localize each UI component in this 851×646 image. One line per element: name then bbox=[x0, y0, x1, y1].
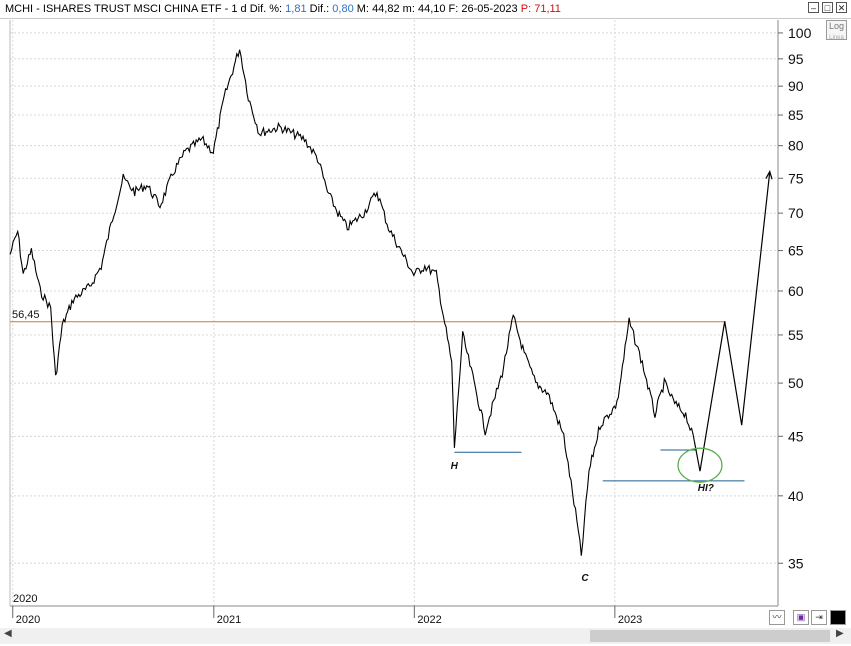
close-icon[interactable]: ✕ bbox=[836, 2, 847, 13]
minimize-icon[interactable]: – bbox=[808, 2, 819, 13]
y-tick-label: 45 bbox=[788, 428, 804, 444]
dif-value: 0,80 bbox=[332, 3, 354, 15]
x-tick-label: 2023 bbox=[618, 614, 642, 626]
x-tick-label: 2022 bbox=[417, 614, 441, 626]
projection-path bbox=[693, 170, 773, 472]
export-icon[interactable]: ⇥ bbox=[811, 610, 827, 625]
symbol-name: MCHI - ISHARES TRUST MSCI CHINA ETF - bbox=[5, 3, 229, 15]
y-tick-label: 70 bbox=[788, 205, 804, 221]
log-sublabel: Linea bbox=[829, 35, 844, 41]
max-label: M: bbox=[356, 3, 369, 15]
y-tick-label: 55 bbox=[788, 327, 804, 343]
y-tick-label: 90 bbox=[788, 78, 804, 94]
maximize-icon[interactable]: □ bbox=[822, 2, 833, 13]
y-tick-label: 75 bbox=[788, 170, 804, 186]
min-label: m: bbox=[402, 3, 415, 15]
corner-year-label: 2020 bbox=[13, 593, 37, 605]
y-axis-labels: 100 95 90 85 80 75 70 65 60 55 50 45 40 35 bbox=[788, 25, 812, 571]
min-value: 44,10 bbox=[417, 3, 446, 15]
y-tick-label: 50 bbox=[788, 375, 804, 391]
p-value: 71,11 bbox=[534, 3, 561, 15]
projection-arrowhead bbox=[765, 170, 773, 180]
dif-pct-label: Dif. %: bbox=[249, 3, 283, 15]
max-value: 44,82 bbox=[372, 3, 400, 15]
period: 1 d bbox=[231, 3, 247, 15]
axes bbox=[9, 20, 783, 618]
y-tick-label: 100 bbox=[788, 25, 812, 41]
date-value: 26-05-2023 bbox=[461, 3, 518, 15]
y-tick-label: 80 bbox=[788, 138, 804, 154]
annotations: H C HI? bbox=[451, 447, 723, 584]
save-icon[interactable]: ▣ bbox=[793, 610, 809, 625]
y-tick-label: 60 bbox=[788, 283, 804, 299]
chart-title: MCHI - ISHARES TRUST MSCI CHINA ETF - 1 … bbox=[5, 3, 561, 15]
price-series bbox=[9, 49, 696, 556]
grid bbox=[10, 20, 778, 606]
y-tick-label: 40 bbox=[788, 488, 804, 504]
y-tick-label: 95 bbox=[788, 51, 804, 67]
chart-type-icon[interactable]: 〰 bbox=[769, 610, 785, 625]
x-tick-label: 2020 bbox=[16, 614, 40, 626]
chart-header: MCHI - ISHARES TRUST MSCI CHINA ETF - 1 … bbox=[0, 0, 851, 19]
y-tick-label: 35 bbox=[788, 555, 804, 571]
y-tick-label: 65 bbox=[788, 243, 804, 259]
scroll-right-icon[interactable]: ▶ bbox=[836, 628, 844, 639]
price-line bbox=[9, 49, 696, 556]
annotation-label: H bbox=[451, 461, 459, 472]
window-buttons: – □ ✕ bbox=[808, 2, 847, 13]
color-icon[interactable] bbox=[830, 610, 846, 625]
date-label: F: bbox=[448, 3, 459, 15]
x-tick-label: 2021 bbox=[217, 614, 241, 626]
scrollbar-thumb[interactable] bbox=[590, 630, 830, 642]
p-label: P: bbox=[520, 3, 532, 15]
resistance-label: 56,45 bbox=[12, 309, 40, 321]
scroll-left-icon[interactable]: ◀ bbox=[4, 628, 12, 639]
projection-line bbox=[693, 171, 771, 472]
highlight-ellipse bbox=[677, 447, 723, 483]
dif-label: Dif.: bbox=[309, 3, 330, 15]
log-label: Log bbox=[828, 21, 845, 31]
annotation-label: HI? bbox=[698, 483, 714, 494]
x-axis-labels: 2020 2021 2022 2023 2020 bbox=[13, 593, 642, 626]
annotation-label: C bbox=[581, 573, 589, 584]
y-tick-label: 85 bbox=[788, 107, 804, 123]
dif-pct-value: 1,81 bbox=[285, 3, 307, 15]
log-scale-toggle[interactable]: Log Linea bbox=[826, 20, 847, 41]
